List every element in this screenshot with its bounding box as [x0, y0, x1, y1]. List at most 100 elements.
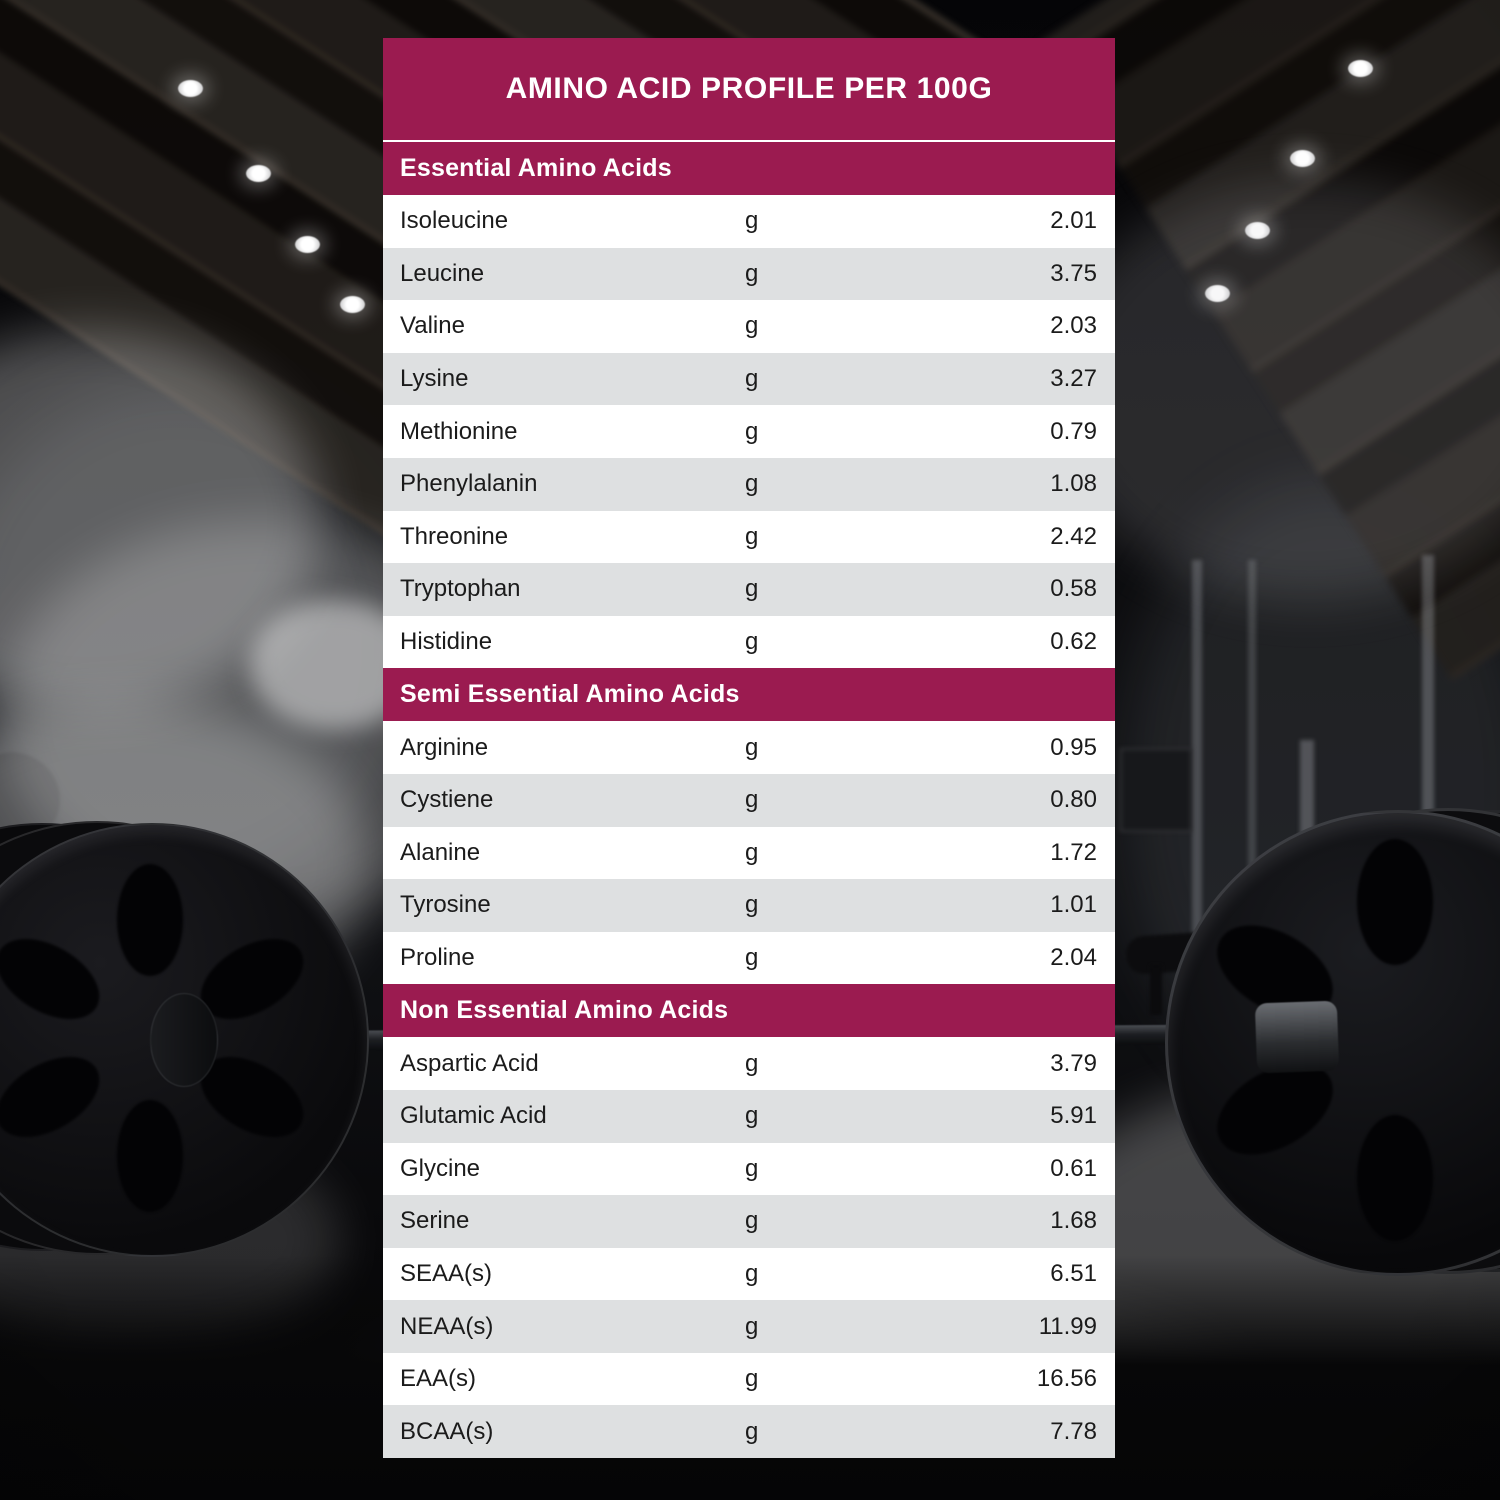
amino-name-cell: Aspartic Acid — [400, 1049, 539, 1077]
unit-cell: g — [745, 207, 759, 235]
unit-cell: g — [745, 1312, 759, 1340]
section-header-semi-essential: Semi Essential Amino Acids — [383, 668, 1115, 722]
ceiling-light — [1348, 60, 1373, 77]
unit-cell: g — [745, 470, 759, 498]
plate-hole — [187, 1040, 317, 1154]
value-cell: 0.58 — [1050, 575, 1097, 603]
amino-name-cell: Serine — [400, 1207, 470, 1235]
section-label: Non Essential Amino Acids — [400, 996, 729, 1025]
amino-name-cell: Tryptophan — [400, 575, 521, 603]
unit-cell: g — [745, 1049, 759, 1077]
smoke — [1050, 180, 1500, 600]
ceiling-light — [1205, 285, 1230, 302]
table-row: Leucine g 3.75 — [383, 247, 1115, 301]
amino-name-cell: Leucine — [400, 259, 485, 287]
table-row: Isoleucine g 2.01 — [383, 195, 1115, 248]
unit-cell: g — [745, 786, 759, 814]
amino-name-cell: Lysine — [400, 365, 469, 393]
value-cell: 2.01 — [1050, 207, 1097, 235]
ceiling-light — [295, 236, 320, 253]
unit-cell: g — [745, 628, 759, 656]
amino-name-cell: Cystiene — [400, 786, 494, 814]
window-frame — [1422, 555, 1434, 1055]
unit-cell: g — [745, 1259, 759, 1287]
amino-name-cell: Glycine — [400, 1154, 481, 1182]
unit-cell: g — [745, 259, 759, 287]
value-cell: 2.03 — [1050, 312, 1097, 340]
amino-acid-table: AMINO ACID PROFILE PER 100G Essential Am… — [383, 38, 1115, 1458]
value-cell: 16.56 — [1036, 1365, 1097, 1393]
table-row: BCAA(s) g 7.78 — [383, 1405, 1115, 1458]
ceiling-light — [1245, 222, 1270, 239]
plate-hole — [187, 922, 317, 1036]
ceiling-light — [340, 296, 365, 313]
unit-cell: g — [745, 944, 759, 972]
table-row: Tyrosine g 1.01 — [383, 879, 1115, 932]
window-frame — [1248, 560, 1256, 1040]
value-cell: 6.51 — [1050, 1259, 1097, 1287]
plate-hole — [0, 922, 113, 1036]
amino-name-cell: Histidine — [400, 628, 493, 656]
amino-name-cell: Methionine — [400, 417, 518, 445]
unit-cell: g — [745, 1417, 759, 1445]
smoke — [0, 700, 370, 1030]
table-row: Glutamic Acid g 5.91 — [383, 1089, 1115, 1143]
table-row: Aspartic Acid g 3.79 — [383, 1037, 1115, 1090]
table-row: Valine g 2.03 — [383, 300, 1115, 353]
amino-name-cell: Valine — [400, 312, 465, 340]
unit-cell: g — [745, 1207, 759, 1235]
window-frame — [1300, 740, 1314, 1070]
table-row: Methionine g 0.79 — [383, 405, 1115, 458]
ceiling-light — [246, 165, 271, 182]
amino-name-cell: Tyrosine — [400, 891, 491, 919]
plate-hole — [0, 1040, 113, 1154]
value-cell: 0.62 — [1050, 628, 1097, 656]
section-label: Essential Amino Acids — [400, 154, 672, 182]
ceiling-light — [1290, 150, 1315, 167]
barbell-hub-right — [1254, 1000, 1340, 1074]
value-cell: 1.08 — [1050, 470, 1097, 498]
section-label: Semi Essential Amino Acids — [400, 680, 740, 709]
value-cell: 11.99 — [1038, 1312, 1097, 1340]
value-cell: 1.72 — [1050, 838, 1097, 866]
value-cell: 1.68 — [1050, 1207, 1097, 1235]
table-row: Alanine g 1.72 — [383, 826, 1115, 880]
section-header-non-essential: Non Essential Amino Acids — [383, 984, 1115, 1038]
table-row: Tryptophan g 0.58 — [383, 563, 1115, 616]
table-title: AMINO ACID PROFILE PER 100G — [505, 72, 993, 105]
table-row: Cystiene g 0.80 — [383, 773, 1115, 827]
unit-cell: g — [745, 312, 759, 340]
value-cell: 5.91 — [1050, 1102, 1097, 1130]
value-cell: 3.79 — [1050, 1049, 1097, 1077]
amino-name-cell: EAA(s) — [400, 1365, 477, 1393]
value-cell: 2.42 — [1050, 522, 1097, 550]
window-frame — [1192, 560, 1202, 1050]
value-cell: 1.01 — [1050, 891, 1097, 919]
unit-cell: g — [745, 522, 759, 550]
barbell-plate-left-mid — [0, 821, 314, 1255]
value-cell: 3.27 — [1050, 365, 1097, 393]
plate-hole — [1357, 1115, 1433, 1241]
table-row: Proline g 2.04 — [383, 931, 1115, 985]
unit-cell: g — [745, 1365, 759, 1393]
amino-name-cell: Alanine — [400, 838, 481, 866]
section-header-essential: Essential Amino Acids — [383, 142, 1115, 195]
value-cell: 2.04 — [1050, 944, 1097, 972]
unit-cell: g — [745, 733, 759, 761]
plate-hole — [1357, 839, 1433, 965]
value-cell: 7.78 — [1050, 1417, 1097, 1445]
barbell-plate-right-back — [1262, 810, 1500, 1272]
unit-cell: g — [745, 365, 759, 393]
bench-silhouette — [1124, 926, 1278, 976]
barbell-plate-left-front — [0, 823, 369, 1257]
unit-cell: g — [745, 575, 759, 603]
table-row: SEAA(s) g 6.51 — [383, 1247, 1115, 1301]
amino-name-cell: Threonine — [400, 522, 509, 550]
unit-cell: g — [745, 891, 759, 919]
smoke — [0, 1130, 340, 1350]
unit-cell: g — [745, 1154, 759, 1182]
wall-picture — [1120, 748, 1192, 832]
table-row: EAA(s) g 16.56 — [383, 1352, 1115, 1406]
barbell-hub-left — [150, 993, 218, 1087]
amino-name-cell: NEAA(s) — [400, 1312, 494, 1340]
